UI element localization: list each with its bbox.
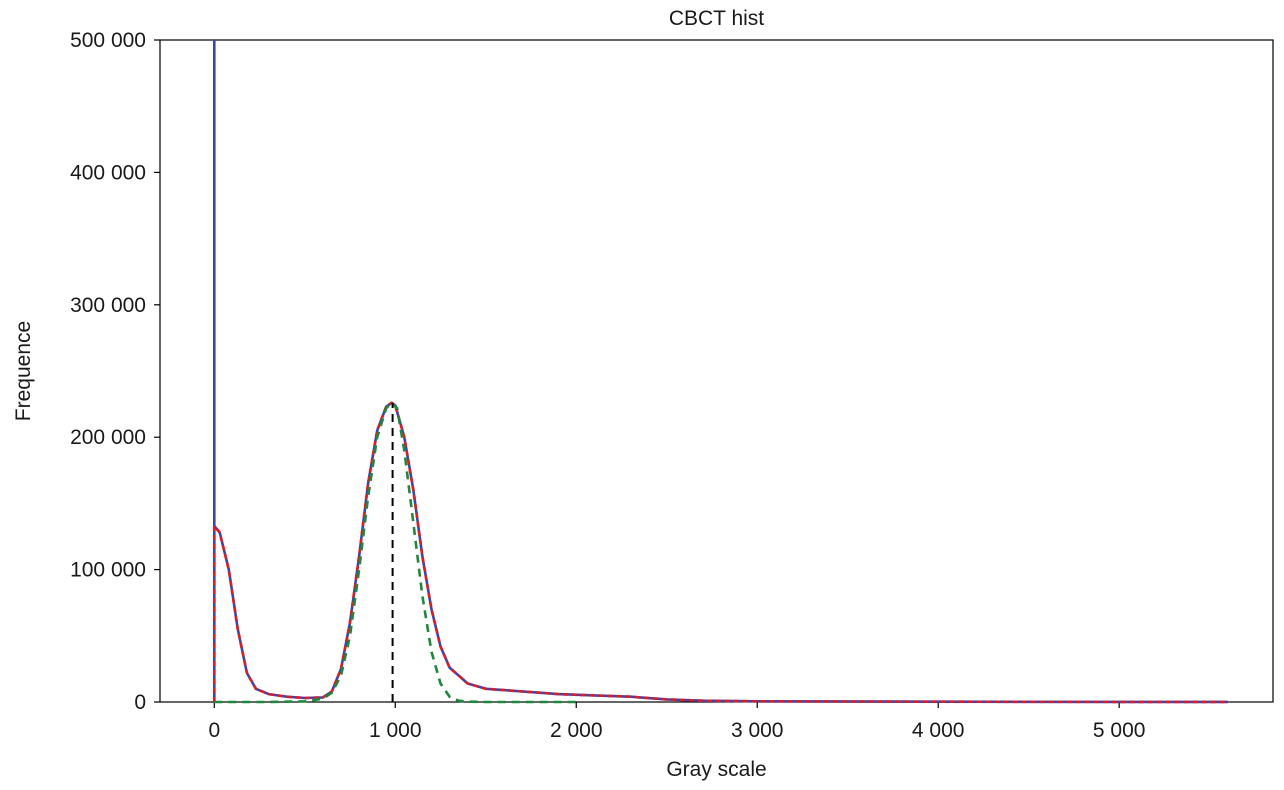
chart-title: CBCT hist (669, 7, 764, 30)
x-tick-label: 5 000 (1093, 719, 1146, 742)
axis-ticks: 0 1 000 2 000 3 000 4 000 5 000 0 100 000 200 00… (70, 29, 1145, 742)
plot-frame (159, 39, 1274, 703)
series-line-1 (213, 40, 1228, 704)
y-tick-label: 100 000 (70, 559, 146, 582)
plot-area (159, 39, 1274, 703)
y-axis-label: Frequence (12, 321, 35, 421)
y-tick-label: 300 000 (70, 294, 146, 317)
series-layer (213, 40, 1228, 704)
x-tick-label: 0 (208, 719, 220, 742)
x-axis-label: Gray scale (666, 758, 766, 781)
x-tick-label: 2 000 (550, 719, 603, 742)
series-line-3 (214, 401, 577, 704)
y-tick-label: 200 000 (70, 426, 146, 449)
y-tick-label: 0 (134, 691, 146, 714)
x-tick-label: 4 000 (912, 719, 965, 742)
x-tick-label: 1 000 (369, 719, 422, 742)
x-tick-label: 3 000 (731, 719, 784, 742)
series-line-2 (213, 401, 1228, 704)
y-tick-label: 400 000 (70, 161, 146, 184)
y-tick-label: 500 000 (70, 29, 146, 52)
